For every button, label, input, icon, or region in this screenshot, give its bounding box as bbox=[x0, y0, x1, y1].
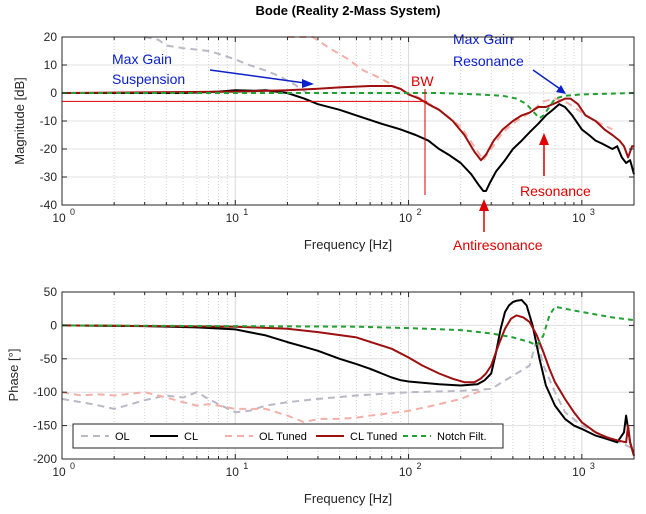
annotation-resonance: Resonance bbox=[520, 183, 591, 199]
phase-frame bbox=[61, 291, 635, 460]
phase-xtick-exponent: 2 bbox=[417, 461, 422, 471]
magnitude-series-cl bbox=[62, 89, 635, 192]
phase-ylabel: Phase [°] bbox=[6, 349, 21, 402]
phase-ytick-label: 0 bbox=[50, 318, 57, 332]
magnitude-ylabel: Magnitude [dB] bbox=[12, 77, 27, 164]
phase-ytick-label: -50 bbox=[40, 352, 58, 366]
magnitude-ytick-label: -40 bbox=[40, 198, 58, 212]
phase-xtick-label: 10 bbox=[399, 465, 413, 479]
magnitude-xtick-label: 10 bbox=[52, 211, 66, 225]
arrowhead-resonance-red bbox=[539, 133, 549, 145]
phase-series-ol-tuned bbox=[61, 389, 484, 424]
magnitude-series-ol bbox=[144, 36, 308, 94]
magnitude-series-ol-tuned bbox=[287, 36, 613, 162]
phase-ytick-label: -100 bbox=[33, 385, 57, 399]
annotation-bw: BW bbox=[411, 73, 434, 89]
phase-xtick-exponent: 3 bbox=[590, 461, 595, 471]
legend-box bbox=[72, 423, 504, 449]
magnitude-xtick-exponent: 1 bbox=[243, 207, 248, 217]
phase-xtick-label: 10 bbox=[52, 465, 66, 479]
magnitude-series-notch-filt bbox=[62, 92, 635, 120]
arrow-resonance bbox=[532, 69, 564, 92]
annotation-max-gain-suspension-1: Max Gain bbox=[112, 51, 172, 67]
magnitude-annotations: Max Gain Suspension Max Gain Resonance B… bbox=[112, 31, 591, 199]
phase-ytick-label: -150 bbox=[33, 419, 57, 433]
magnitude-xtick-label: 10 bbox=[399, 211, 413, 225]
legend-label: CL Tuned bbox=[350, 431, 397, 443]
magnitude-xtick-exponent: 2 bbox=[417, 207, 422, 217]
annotation-max-gain-resonance-2: Resonance bbox=[453, 53, 524, 69]
magnitude-series-cl-tuned bbox=[61, 85, 634, 162]
legend-label: OL bbox=[115, 431, 130, 443]
arrowhead-suspension bbox=[302, 79, 314, 88]
phase-series bbox=[61, 299, 635, 456]
magnitude-ytick-label: -20 bbox=[40, 142, 58, 156]
phase-ytick-label: 50 bbox=[44, 285, 58, 299]
arrowhead-antiresonance bbox=[479, 199, 489, 211]
magnitude-plot: Max Gain Suspension Max Gain Resonance B… bbox=[12, 30, 635, 252]
phase-series-cl-tuned bbox=[61, 314, 635, 456]
annotation-max-gain-suspension-2: Suspension bbox=[112, 71, 185, 87]
magnitude-xtick-exponent: 0 bbox=[70, 207, 75, 217]
annotation-antiresonance: Antiresonance bbox=[453, 237, 543, 253]
phase-xtick-label: 10 bbox=[572, 465, 586, 479]
phase-series-ol bbox=[61, 337, 635, 450]
magnitude-ytick-label: -10 bbox=[40, 114, 58, 128]
arrow-suspension bbox=[209, 69, 313, 85]
phase-ytick-label: -200 bbox=[33, 452, 57, 466]
figure-title: Bode (Reality 2-Mass System) bbox=[256, 3, 441, 18]
arrowhead-resonance bbox=[556, 85, 566, 94]
magnitude-ytick-label: 20 bbox=[44, 30, 58, 44]
legend-label: Notch Filt. bbox=[437, 431, 487, 443]
phase-xtick-exponent: 0 bbox=[70, 461, 75, 471]
phase-xlabel: Frequency [Hz] bbox=[304, 491, 392, 506]
phase-xtick-exponent: 1 bbox=[243, 461, 248, 471]
magnitude-ytick-label: 0 bbox=[50, 86, 57, 100]
magnitude-xtick-exponent: 3 bbox=[590, 207, 595, 217]
legend-label: CL bbox=[184, 431, 198, 443]
magnitude-xlabel: Frequency [Hz] bbox=[304, 237, 392, 252]
phase-series-cl bbox=[61, 299, 635, 456]
magnitude-xtick-label: 10 bbox=[226, 211, 240, 225]
phase-xtick-label: 10 bbox=[226, 465, 240, 479]
legend-label: OL Tuned bbox=[259, 431, 307, 443]
magnitude-xtick-label: 10 bbox=[572, 211, 586, 225]
annotation-max-gain-resonance-1: Max Gain bbox=[453, 31, 513, 47]
magnitude-series bbox=[61, 36, 635, 192]
magnitude-ytick-label: -30 bbox=[40, 170, 58, 184]
phase-legend: OL CL OL Tuned CL Tuned Notch Filt. bbox=[72, 423, 504, 449]
phase-series-notch-filt bbox=[61, 305, 635, 347]
magnitude-ytick-label: 10 bbox=[44, 58, 58, 72]
